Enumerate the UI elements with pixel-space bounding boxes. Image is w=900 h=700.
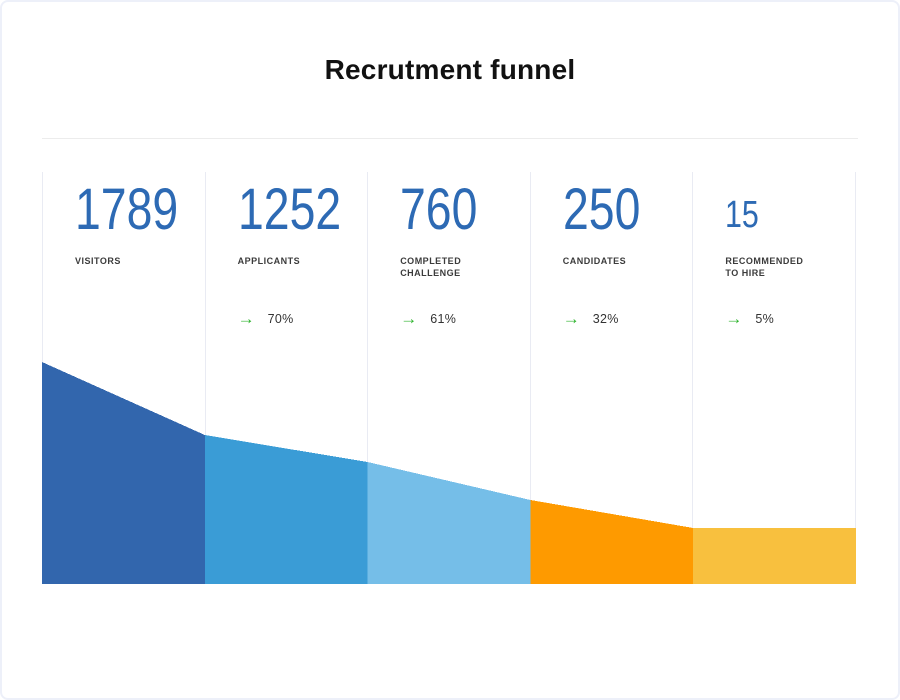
stage-label: VISITORS [75,256,121,266]
stage-value: 15 [725,194,760,236]
stage-column-completed-challenge: 760 COMPLETED CHALLENGE → 61% [367,172,530,584]
stage-column-candidates: 250 CANDIDATES → 32% [529,172,693,584]
stage-value: 250 [562,177,641,242]
conversion-rate: 32% [592,311,619,326]
stage-value: 1789 [75,177,179,242]
stage-column-applicants: 1252 APPLICANTS → 70% [204,172,368,584]
conversion-rate: 70% [267,311,294,326]
conversion-row: → 5% [725,310,774,327]
stage-label: COMPLETED CHALLENGE [400,256,462,278]
funnel-segment-visitors [42,362,205,584]
arrow-right-icon: → [562,309,580,328]
stage-value: 1252 [237,177,341,242]
funnel-segment-completed-challenge [367,462,531,584]
funnel-area-chart [42,362,856,584]
stage-label: APPLICANTS [237,256,301,266]
stage-label: CANDIDATES [562,256,627,266]
conversion-rate: 5% [755,311,775,326]
arrow-right-icon: → [725,309,743,328]
page-title: Recrutment funnel [324,54,576,85]
funnel-segment-candidates [530,500,694,584]
stage-label: RECOMMENDED TO HIRE [725,256,804,278]
funnel-segment-applicants [204,435,368,584]
title-divider [42,138,858,139]
arrow-right-icon: → [237,309,255,328]
conversion-row: → 70% [238,310,294,327]
conversion-row: → 61% [400,310,456,327]
funnel-segment-recommended-to-hire [693,528,856,584]
stage-column-recommended-to-hire: 15 RECOMMENDED TO HIRE → 5% [692,172,855,584]
arrow-right-icon: → [400,309,418,328]
conversion-rate: 61% [430,311,457,326]
stage-value: 760 [400,177,478,242]
funnel-stage-columns: 1789 VISITORS → 1252 APPLICANTS → 70% 76… [42,172,856,584]
conversion-row: → 32% [563,310,619,327]
